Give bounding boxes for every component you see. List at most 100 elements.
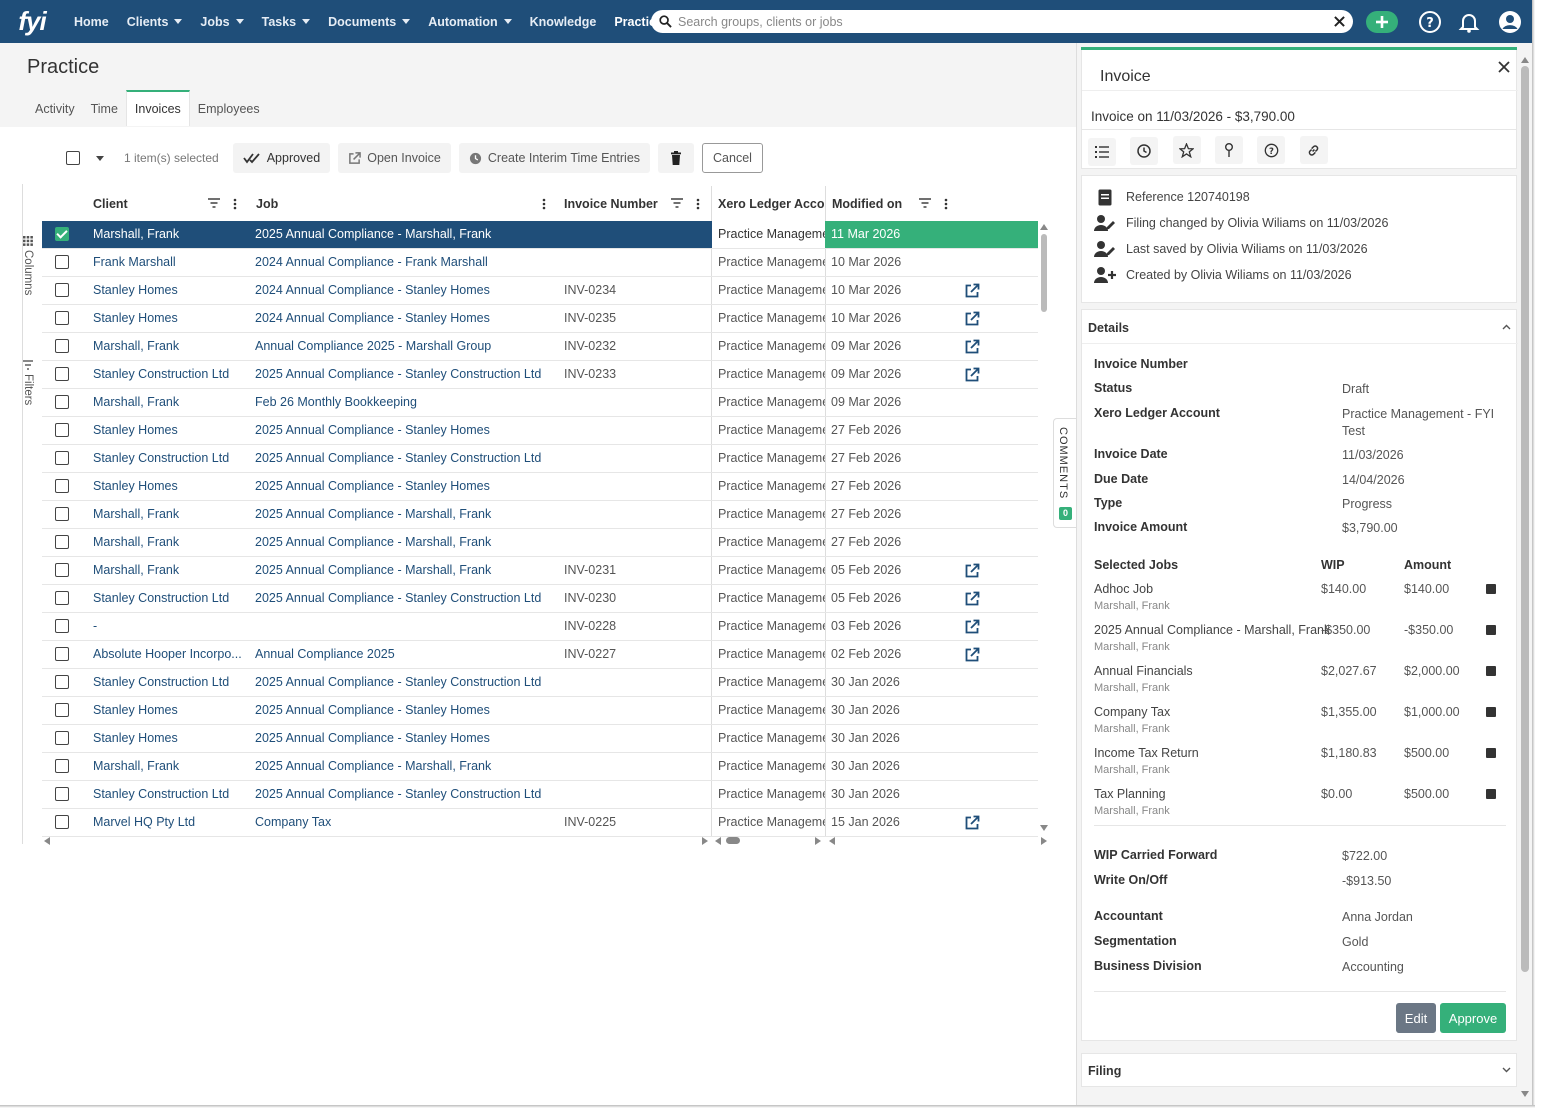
scroll-thumb[interactable] <box>1041 234 1047 312</box>
row-checkbox[interactable] <box>55 479 69 493</box>
row-checkbox[interactable] <box>55 423 69 437</box>
table-row[interactable]: Marshall, Frank 2025 Annual Compliance - … <box>42 753 1038 781</box>
help-button[interactable]: ? <box>1417 9 1443 35</box>
table-row[interactable]: Stanley Homes 2025 Annual Compliance - St… <box>42 697 1038 725</box>
note-icon[interactable] <box>1486 584 1496 594</box>
scroll-thumb[interactable] <box>1521 66 1529 972</box>
note-icon[interactable] <box>1486 789 1496 799</box>
table-row[interactable]: Absolute Hooper Incorpo... Annual Complia… <box>42 641 1038 669</box>
open-invoice-link[interactable] <box>964 619 980 635</box>
scroll-up-icon[interactable] <box>1040 224 1048 230</box>
row-checkbox[interactable] <box>55 731 69 745</box>
table-row[interactable]: Marshall, Frank 2025 Annual Compliance - … <box>42 501 1038 529</box>
column-header-client[interactable]: Client <box>93 196 128 211</box>
job-cell[interactable]: Annual Compliance 2025 - Marshall Group <box>255 339 492 353</box>
nav-item-practice[interactable]: Practice <box>614 15 663 29</box>
row-checkbox[interactable] <box>55 675 69 689</box>
client-cell[interactable]: Stanley Construction Ltd <box>93 591 230 605</box>
column-header-xero-ledger[interactable]: Xero Ledger Account <box>718 196 825 211</box>
scroll-right-icon[interactable] <box>1041 837 1047 845</box>
row-checkbox[interactable] <box>55 535 69 549</box>
table-row[interactable]: Marshall, Frank Feb 26 Monthly Bookkeepin… <box>42 389 1038 417</box>
job-cell[interactable]: 2025 Annual Compliance - Stanley Constru… <box>255 591 542 605</box>
client-cell[interactable]: Stanley Homes <box>93 731 178 745</box>
favourite-tab[interactable] <box>1172 136 1201 164</box>
fyi-logo[interactable]: fyi <box>18 6 46 36</box>
table-row[interactable]: Marshall, Frank Annual Compliance 2025 - … <box>42 333 1038 361</box>
nav-item-clients[interactable]: Clients <box>127 15 183 29</box>
row-checkbox[interactable] <box>55 815 69 829</box>
row-checkbox[interactable] <box>55 311 69 325</box>
job-cell[interactable]: 2025 Annual Compliance - Stanley Constru… <box>255 451 542 465</box>
tab-employees[interactable]: Employees <box>197 102 260 116</box>
table-row[interactable]: Stanley Construction Ltd 2025 Annual Comp… <box>42 669 1038 697</box>
table-row[interactable]: Marshall, Frank 2025 Annual Compliance - … <box>42 221 1038 249</box>
table-row[interactable]: Stanley Homes 2024 Annual Compliance - St… <box>42 277 1038 305</box>
client-cell[interactable]: Absolute Hooper Incorpo... <box>93 647 242 661</box>
table-row[interactable]: Stanley Homes 2025 Annual Compliance - St… <box>42 473 1038 501</box>
open-invoice-button[interactable]: Open Invoice <box>338 143 451 173</box>
row-checkbox[interactable] <box>55 619 69 633</box>
scroll-left-icon[interactable] <box>829 837 835 845</box>
column-header-job[interactable]: Job <box>256 196 279 211</box>
close-icon[interactable] <box>1498 61 1510 73</box>
client-cell[interactable]: Stanley Homes <box>93 423 178 437</box>
details-tab[interactable] <box>1088 137 1116 166</box>
job-cell[interactable]: 2025 Annual Compliance - Stanley Homes <box>255 703 490 717</box>
scroll-down-icon[interactable] <box>1040 825 1048 831</box>
filter-icon[interactable] <box>919 198 931 208</box>
row-checkbox[interactable] <box>55 591 69 605</box>
client-cell[interactable]: Frank Marshall <box>93 255 176 269</box>
job-cell[interactable]: 2025 Annual Compliance - Marshall, Frank <box>255 563 492 577</box>
client-cell[interactable]: Marshall, Frank <box>93 759 180 773</box>
table-row[interactable]: Frank Marshall 2024 Annual Compliance - F… <box>42 249 1038 277</box>
delete-button[interactable] <box>658 143 695 173</box>
scroll-left-icon[interactable] <box>715 837 721 845</box>
row-checkbox[interactable] <box>55 367 69 381</box>
open-invoice-link[interactable] <box>964 591 980 607</box>
tab-time[interactable]: Time <box>90 102 118 116</box>
client-cell[interactable]: Stanley Homes <box>93 479 178 493</box>
help-tab[interactable]: ? <box>1257 136 1286 164</box>
nav-item-tasks[interactable]: Tasks <box>262 15 311 29</box>
job-cell[interactable]: 2025 Annual Compliance - Marshall, Frank <box>255 535 492 549</box>
row-checkbox[interactable] <box>55 647 69 661</box>
approved-button[interactable]: Approved <box>232 143 331 173</box>
cancel-button[interactable]: Cancel <box>702 143 763 173</box>
filter-icon[interactable] <box>208 198 220 208</box>
client-cell[interactable]: Marshall, Frank <box>93 507 180 521</box>
table-row[interactable]: - INV-0228 Practice Management - FYI Test 0… <box>42 613 1038 641</box>
open-invoice-link[interactable] <box>964 283 980 299</box>
table-row[interactable]: Stanley Homes 2024 Annual Compliance - St… <box>42 305 1038 333</box>
chevron-up-icon[interactable] <box>1502 324 1511 330</box>
nav-item-knowledge[interactable]: Knowledge <box>530 15 597 29</box>
table-row[interactable]: Stanley Construction Ltd 2025 Annual Comp… <box>42 445 1038 473</box>
pin-tab[interactable] <box>1215 136 1244 164</box>
link-tab[interactable] <box>1299 136 1328 164</box>
scroll-up-icon[interactable] <box>1521 57 1529 63</box>
client-cell[interactable]: Stanley Construction Ltd <box>93 451 230 465</box>
row-checkbox[interactable] <box>55 227 69 241</box>
column-menu-icon[interactable] <box>944 198 948 210</box>
row-checkbox[interactable] <box>55 451 69 465</box>
job-cell[interactable]: 2025 Annual Compliance - Stanley Constru… <box>255 367 542 381</box>
scroll-left-icon[interactable] <box>44 837 50 845</box>
job-cell[interactable]: 2025 Annual Compliance - Marshall, Frank <box>255 759 492 773</box>
comments-tab[interactable]: COMMENTS 0 <box>1053 418 1077 528</box>
row-checkbox[interactable] <box>55 759 69 773</box>
select-all-checkbox[interactable] <box>66 151 80 165</box>
open-invoice-link[interactable] <box>964 311 980 327</box>
open-invoice-link[interactable] <box>964 815 980 831</box>
table-row[interactable]: Stanley Homes 2025 Annual Compliance - St… <box>42 725 1038 753</box>
column-menu-icon[interactable] <box>233 198 237 210</box>
job-cell[interactable]: 2024 Annual Compliance - Frank Marshall <box>255 255 488 269</box>
nav-item-home[interactable]: Home <box>74 15 109 29</box>
row-checkbox[interactable] <box>55 255 69 269</box>
client-cell[interactable]: Stanley Homes <box>93 283 178 297</box>
row-checkbox[interactable] <box>55 395 69 409</box>
nav-item-documents[interactable]: Documents <box>328 15 411 29</box>
grid-vertical-scrollbar[interactable] <box>1040 224 1048 831</box>
notifications-button[interactable] <box>1456 9 1482 35</box>
note-icon[interactable] <box>1486 748 1496 758</box>
table-row[interactable]: Stanley Construction Ltd 2025 Annual Comp… <box>42 585 1038 613</box>
